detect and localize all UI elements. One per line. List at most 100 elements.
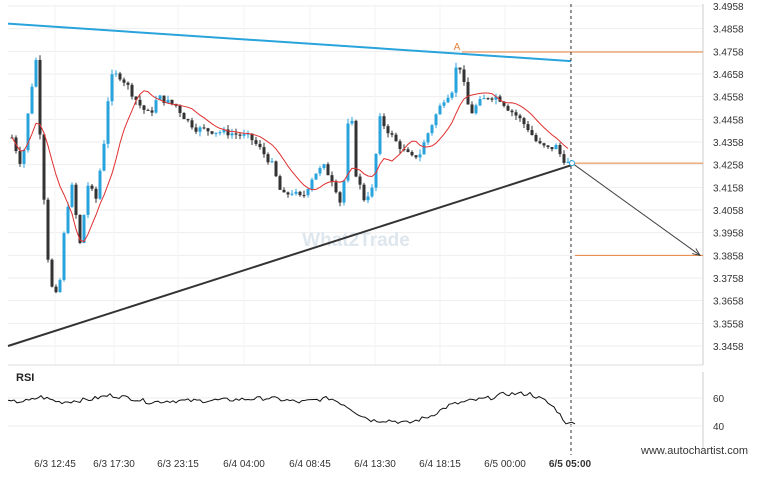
point-a-label: A — [454, 42, 461, 53]
candle-body — [506, 105, 510, 111]
candle-body — [202, 127, 206, 129]
rsi-tick-label: 40 — [713, 422, 725, 433]
candle-body — [478, 99, 482, 106]
candle-body — [414, 155, 418, 158]
candle-body — [242, 134, 246, 136]
candle-body — [198, 127, 202, 132]
candle-body — [322, 164, 326, 169]
candle-body — [30, 86, 34, 114]
candle-body — [126, 82, 130, 85]
candle-body — [246, 133, 250, 135]
candle-body — [94, 188, 98, 199]
resistance-line — [7, 22, 572, 63]
candle-body — [386, 126, 390, 134]
y-tick-label: 3.4358 — [713, 138, 744, 149]
y-tick-label: 3.3758 — [713, 274, 744, 285]
candle-body — [138, 99, 142, 106]
y-tick-label: 3.4058 — [713, 206, 744, 217]
time-axis: 6/3 12:45 6/3 17:30 6/3 23:15 6/4 04:00 6/4 … — [34, 459, 591, 470]
candle-body — [566, 161, 570, 163]
candle-body — [134, 96, 138, 100]
candle-body — [158, 95, 162, 101]
candle-body — [282, 189, 286, 193]
y-tick-label: 3.3958 — [713, 229, 744, 240]
candle-body — [354, 120, 358, 177]
y-tick-label: 3.3658 — [713, 297, 744, 308]
candle-body — [114, 73, 118, 75]
candle-body — [86, 185, 90, 215]
candle-body — [462, 69, 466, 82]
candle-body — [106, 101, 110, 144]
candle-body — [466, 81, 470, 105]
y-tick-label: 3.4658 — [713, 70, 744, 81]
candle-body — [366, 196, 370, 201]
candle-body — [122, 79, 126, 83]
candle-body — [410, 151, 414, 156]
candle-body — [446, 97, 450, 103]
candle-body — [262, 147, 266, 155]
candle-body — [526, 124, 530, 131]
candle-body — [362, 184, 366, 201]
candle-body — [214, 132, 218, 134]
candle-body — [186, 119, 190, 121]
y-tick-label: 3.4558 — [713, 93, 744, 104]
candle-body — [554, 145, 558, 150]
candle-body — [406, 149, 410, 152]
y-tick-label: 3.4858 — [713, 25, 744, 36]
candle-body — [142, 105, 146, 110]
candle-body — [22, 150, 26, 164]
candle-body — [18, 150, 22, 164]
candle-body — [218, 132, 222, 134]
candle-body — [206, 128, 210, 132]
candle-body — [90, 185, 94, 189]
candle-body — [558, 145, 562, 155]
x-tick-label: 6/3 17:30 — [93, 459, 135, 470]
x-tick-label: 6/5 05:00 — [549, 459, 592, 470]
candle-body — [54, 286, 58, 293]
candle-body — [194, 127, 198, 132]
candle-body — [510, 110, 514, 113]
candle-body — [166, 99, 170, 103]
candle-body — [234, 133, 238, 135]
candle-body — [342, 180, 346, 203]
candle-body — [534, 135, 538, 142]
grid — [8, 4, 704, 366]
y-tick-label: 3.4958 — [713, 2, 744, 13]
candle-body — [370, 187, 374, 197]
candle-body — [470, 104, 474, 114]
candle-body — [310, 179, 314, 190]
candle-body — [286, 192, 290, 195]
candle-body — [178, 105, 182, 114]
candle-body — [562, 154, 566, 163]
candle-body — [338, 192, 342, 203]
candle-body — [390, 133, 394, 135]
candle-body — [46, 199, 50, 260]
candle-body — [278, 176, 282, 190]
candle-body — [502, 101, 506, 106]
candle-body — [346, 123, 350, 181]
candle-body — [498, 96, 502, 102]
candle-body — [350, 120, 354, 124]
candle-body — [78, 214, 82, 243]
candle-body — [430, 125, 434, 134]
rsi-tick-label: 60 — [713, 394, 725, 405]
watermark-text: What2Trade — [302, 230, 410, 251]
candle-body — [118, 73, 122, 80]
overlays: A — [7, 4, 703, 455]
candle-body — [290, 193, 294, 195]
y-tick-label: 3.3458 — [713, 342, 744, 353]
candle-body — [70, 184, 74, 207]
candle-body — [458, 67, 462, 70]
candle-body — [98, 170, 102, 199]
footer-url: www.autochartist.com — [640, 445, 748, 457]
candle-body — [442, 102, 446, 106]
candle-body — [326, 164, 330, 176]
x-tick-label: 6/4 13:30 — [354, 459, 396, 470]
y-tick-label: 3.4758 — [713, 47, 744, 58]
candle-body — [422, 142, 426, 155]
candle-body — [318, 168, 322, 174]
rsi-line — [7, 391, 576, 425]
candle-body — [266, 154, 270, 163]
candle-body — [130, 84, 134, 97]
